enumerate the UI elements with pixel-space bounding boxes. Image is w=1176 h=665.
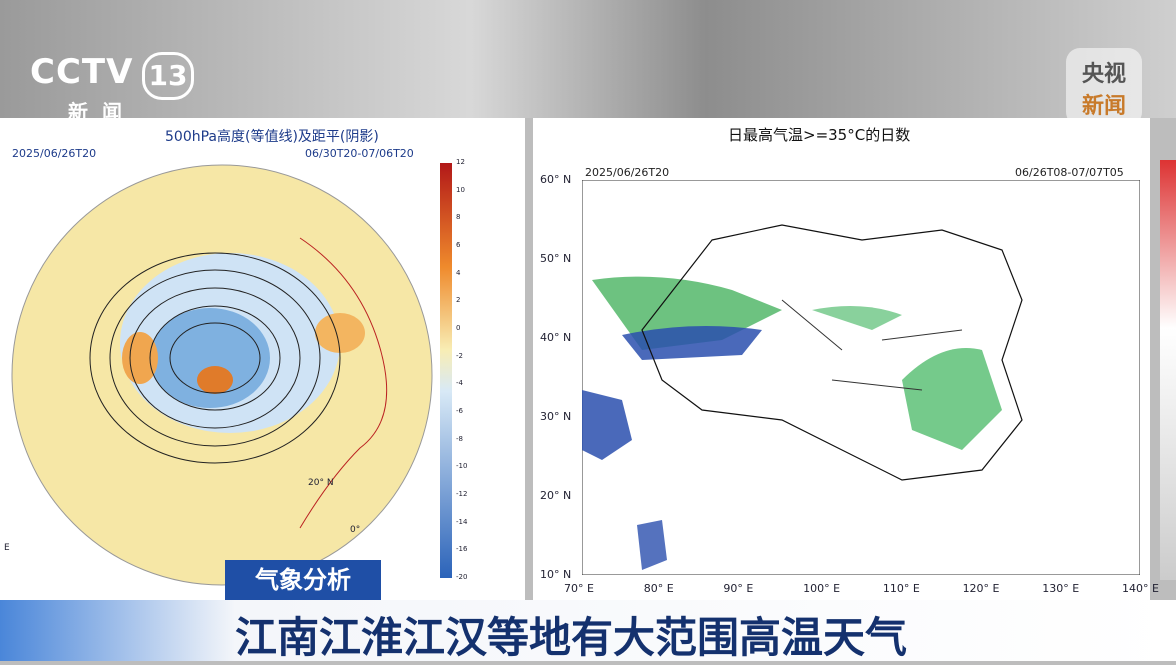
left-map [11,163,452,586]
left-init-time: 2025/06/26T20 [12,147,97,160]
colorbar [440,163,452,578]
colorbar-tick-label: 12 [456,158,465,166]
right-map [582,180,1140,575]
map-label: E [4,543,10,553]
colorbar-tick-label: 10 [456,185,465,194]
edge-strip [1160,160,1176,580]
colorbar-tick-label: -12 [456,490,468,498]
logo-cctv: CCTV [30,52,134,92]
headline-bar [0,600,1176,661]
colorbar-tick-label: -16 [456,545,468,554]
colorbar-tick-label: 2 [456,296,461,305]
lon-label: 120° E [962,582,1000,595]
colorbar-tick-label: -2 [456,351,463,360]
right-init-time: 2025/06/26T20 [585,166,670,179]
lat-label: 10° N [540,568,572,581]
colorbar-tick-label: 4 [456,268,461,277]
map-label: 0° [350,525,361,535]
lat-label: 60° N [540,173,572,186]
colorbar-tick-label: -14 [456,517,468,526]
right-valid-period: 06/26T08-07/07T05 [1015,166,1124,179]
colorbar-tick-label: -6 [456,407,463,415]
lon-label: 110° E [882,582,920,595]
app-logo-bottom: 新闻 [1081,94,1126,119]
lon-label: 100° E [803,582,841,595]
colorbar-tick-label: -4 [456,379,463,388]
app-logo: 央视 新闻 [1066,48,1142,126]
lon-label: 70° E [564,582,594,595]
caption-tag: 气象分析 [225,560,381,600]
lon-label: 90° E [723,582,754,595]
lat-label: 50° N [540,252,572,265]
lon-label: 140° E [1122,582,1159,595]
map-label: 20° N [308,478,334,488]
lat-label: 30° N [540,410,572,423]
app-logo-top: 央视 [1081,62,1126,87]
logo-channel: 13 [142,52,194,100]
lat-label: 40° N [540,331,572,344]
right-title: 日最高气温>=35°C的日数 [728,126,911,144]
lon-label: 130° E [1042,582,1080,595]
top-background [0,0,1176,118]
lon-label: 80° E [643,582,674,595]
left-valid-period: 06/30T20-07/06T20 [305,147,414,160]
colorbar-tick-label: -10 [456,462,468,471]
colorbar-tick-label: 8 [456,213,461,222]
colorbar-tick-label: -20 [456,573,468,581]
colorbar-tick-label: -8 [456,434,463,443]
left-title: 500hPa高度(等值线)及距平(阴影) [165,129,379,145]
lat-label: 20° N [540,489,572,502]
colorbar-tick-label: 0 [456,324,461,332]
headline: 江南江淮江汉等地有大范围高温天气 [235,613,908,662]
colorbar-tick-label: 6 [456,241,461,249]
